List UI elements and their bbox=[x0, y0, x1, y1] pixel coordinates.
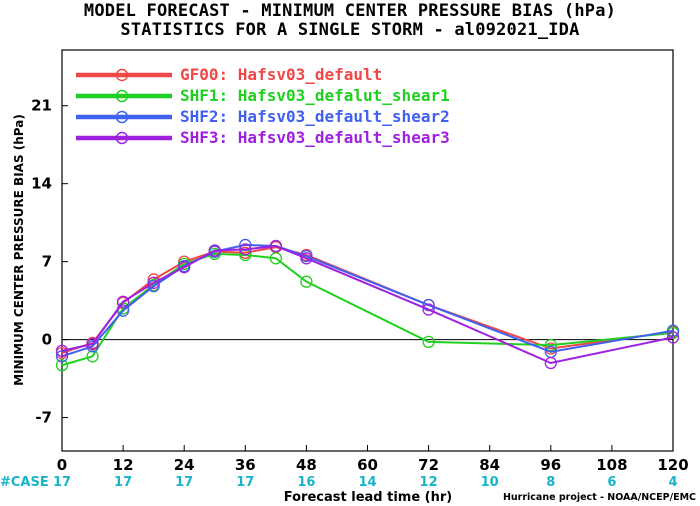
y-tick-label: -7 bbox=[35, 409, 52, 427]
legend-marker bbox=[115, 131, 129, 145]
legend: GF00: Hafsv03_default SHF1: Hafsv03_defal… bbox=[76, 65, 450, 147]
case-count: 14 bbox=[358, 475, 376, 490]
x-tick-label: 24 bbox=[174, 456, 195, 474]
y-tick-label: 0 bbox=[42, 331, 52, 349]
legend-marker bbox=[115, 68, 129, 82]
data-point bbox=[55, 359, 69, 372]
case-label: #CASE bbox=[0, 475, 49, 490]
axis-ticks: 0 12 24 36 48 60 72 84 96 108 120 -7 0 7 14 21 bbox=[31, 97, 689, 474]
y-axis-title: MINIMUM CENTER PRESSURE BIAS (hPa) bbox=[12, 114, 26, 386]
case-count: 8 bbox=[546, 475, 555, 490]
series-line bbox=[61, 246, 674, 354]
series-group bbox=[55, 238, 680, 372]
series-4 bbox=[55, 239, 680, 370]
data-point bbox=[239, 238, 252, 252]
data-point bbox=[544, 342, 557, 355]
case-count: 6 bbox=[607, 475, 616, 490]
x-tick-label: 84 bbox=[479, 456, 500, 474]
case-count: 17 bbox=[175, 475, 193, 490]
legend-label: SHF2: Hafsv03_default_shear2 bbox=[180, 107, 450, 126]
data-point bbox=[544, 356, 557, 370]
legend-marker bbox=[115, 89, 129, 103]
data-point bbox=[239, 243, 252, 256]
x-tick-label: 0 bbox=[57, 456, 67, 474]
y-tick-label: 21 bbox=[31, 97, 52, 115]
data-point bbox=[147, 276, 160, 289]
case-count: 16 bbox=[297, 475, 315, 490]
case-count: 10 bbox=[481, 475, 499, 490]
data-point bbox=[86, 350, 99, 363]
case-count: 17 bbox=[114, 475, 132, 490]
legend-label: SHF3: Hafsv03_default_shear3 bbox=[180, 128, 450, 147]
data-point bbox=[178, 261, 191, 274]
data-point bbox=[116, 295, 130, 308]
data-point bbox=[55, 350, 69, 363]
x-tick-label: 12 bbox=[113, 456, 134, 474]
y-tick-label: 7 bbox=[42, 253, 52, 271]
x-axis-title: Forecast lead time (hr) bbox=[284, 490, 452, 505]
credit-text: Hurricane project - NOAA/NCEP/EMC bbox=[503, 492, 696, 503]
x-tick-label: 96 bbox=[540, 456, 561, 474]
legend-marker bbox=[115, 110, 129, 124]
y-tick-label: 14 bbox=[31, 175, 52, 193]
data-point bbox=[269, 239, 283, 253]
x-tick-label: 36 bbox=[235, 456, 256, 474]
x-tick-label: 72 bbox=[418, 456, 439, 474]
legend-label: GF00: Hafsv03_default bbox=[180, 65, 382, 84]
data-point bbox=[86, 337, 99, 351]
case-counts: 17 17 17 17 16 14 12 10 8 6 4 bbox=[53, 475, 678, 490]
x-tick-label: 108 bbox=[596, 456, 627, 474]
data-point bbox=[666, 324, 680, 337]
data-point bbox=[55, 344, 69, 357]
chart-subtitle: STATISTICS FOR A SINGLE STORM - al092021… bbox=[120, 20, 580, 40]
data-point bbox=[300, 275, 313, 288]
data-point bbox=[208, 244, 221, 257]
chart-title: MODEL FORECAST - MINIMUM CENTER PRESSURE… bbox=[83, 1, 617, 21]
series-line bbox=[61, 243, 674, 358]
case-count: 17 bbox=[236, 475, 254, 490]
series-2 bbox=[55, 247, 680, 372]
x-tick-label: 60 bbox=[357, 456, 378, 474]
data-point bbox=[300, 252, 313, 265]
case-count: 12 bbox=[420, 475, 438, 490]
legend-label: SHF1: Hafsv03_defalut_shear1 bbox=[180, 86, 450, 105]
case-count: 4 bbox=[668, 475, 677, 490]
series-line bbox=[61, 245, 674, 365]
x-tick-label: 48 bbox=[296, 456, 317, 474]
data-point bbox=[544, 339, 557, 352]
data-point bbox=[422, 335, 435, 348]
data-point bbox=[666, 331, 680, 344]
data-point bbox=[269, 252, 283, 265]
x-tick-label: 120 bbox=[657, 456, 688, 474]
data-point bbox=[422, 303, 435, 316]
series-line bbox=[61, 252, 674, 367]
case-count: 17 bbox=[53, 475, 71, 490]
